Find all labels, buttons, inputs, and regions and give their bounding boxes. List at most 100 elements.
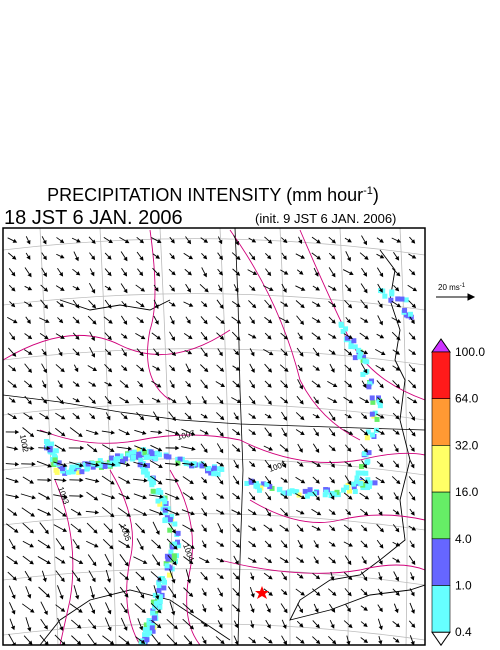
wind-vector-head <box>251 399 256 405</box>
wind-vector-head <box>283 416 288 421</box>
wind-vector-head <box>10 625 15 631</box>
wind-vector-head <box>202 639 207 645</box>
contour-label: 1002 <box>18 434 30 454</box>
wind-vector-head <box>218 351 223 357</box>
wind-vector-head <box>109 545 114 550</box>
wind-vector-head <box>74 595 80 600</box>
wind-vector-head <box>347 560 352 566</box>
wind-vector-head <box>346 318 351 324</box>
wind-vector-head <box>379 254 385 259</box>
wind-vector-head <box>31 495 37 500</box>
wind-vector-head <box>125 543 131 548</box>
wind-vector-head <box>396 336 401 341</box>
wind-vector-head <box>142 430 147 435</box>
star-marker <box>255 586 269 599</box>
wind-vector-head <box>95 462 100 467</box>
wind-vector-head <box>170 239 175 244</box>
wind-vector-head <box>331 591 337 596</box>
precip-cell <box>90 464 96 470</box>
wind-vector-head <box>155 530 160 535</box>
wind-vector-head <box>45 318 50 323</box>
wind-vector-head <box>363 318 369 323</box>
wind-vector-head <box>268 351 274 356</box>
precip-cell <box>156 580 162 586</box>
wind-vector-head <box>108 528 113 534</box>
precip-cell <box>175 539 181 545</box>
wind-vector-head <box>268 575 273 580</box>
wind-vector-head <box>348 542 353 547</box>
wind-vector-head <box>394 576 399 582</box>
wind-vector-head <box>315 623 320 629</box>
wind-vector-head <box>378 576 383 581</box>
wind-vector-head <box>172 593 177 599</box>
wind-vector-head <box>26 239 31 245</box>
precip-cell <box>206 466 212 472</box>
wind-vector-head <box>378 303 383 309</box>
colorbar-label: 64.0 <box>455 392 479 406</box>
wind-vector-head <box>331 446 336 452</box>
wind-vector-head <box>299 574 304 579</box>
wind-vector-head <box>411 432 416 437</box>
precip-cell <box>395 296 401 302</box>
wind-vector-head <box>189 479 194 485</box>
wind-vector-head <box>396 303 402 308</box>
precip-cell <box>146 626 152 632</box>
wind-vector-head <box>44 529 49 535</box>
wind-vector-head <box>46 445 51 451</box>
meridian <box>339 228 349 645</box>
wind-vector-head <box>60 334 65 339</box>
precip-cell <box>354 479 360 485</box>
precip-cell <box>167 517 173 523</box>
precip-cell <box>47 447 53 453</box>
wind-vector-head <box>74 256 79 262</box>
colorbar-label: 1.0 <box>455 579 472 593</box>
wind-vector-head <box>220 383 226 387</box>
wind-vector-head <box>300 510 305 515</box>
wind-vector-head <box>11 287 16 292</box>
wind-vector-head <box>170 320 175 325</box>
wind-vector-head <box>139 626 144 631</box>
wind-vector-head <box>283 302 289 307</box>
precip-cell <box>110 460 116 466</box>
wind-vector-head <box>267 383 272 388</box>
wind-vector-head <box>124 399 130 404</box>
wind-vector-head <box>300 639 305 644</box>
precip-cell <box>280 490 286 496</box>
wind-vector-head <box>107 255 112 260</box>
wind-vector-head <box>363 591 368 596</box>
wind-vector-head <box>380 479 386 484</box>
wind-vector-head <box>171 302 176 307</box>
wind-vector-head <box>331 542 336 547</box>
wind-vector-head <box>78 560 84 564</box>
wind-vector-head <box>203 414 208 419</box>
precip-cell <box>123 456 129 462</box>
wind-vector-head <box>332 286 337 291</box>
wind-vector-head <box>299 558 305 563</box>
wind-vector-head <box>269 287 274 291</box>
wind-vector-head <box>411 303 417 309</box>
wind-vector-head <box>27 400 32 405</box>
wind-vector-head <box>378 607 383 613</box>
wind-vector-head <box>91 382 97 387</box>
wind-vector-head <box>111 462 116 467</box>
wind-vector-head <box>284 527 290 532</box>
wind-vector-head <box>174 431 180 436</box>
wind-vector-head <box>410 575 415 581</box>
wind-vector-head <box>252 270 258 275</box>
wind-vector-head <box>92 320 97 325</box>
wind-vector-head <box>29 608 35 613</box>
wind-vector-head <box>12 511 18 516</box>
wind-vector-head <box>283 383 289 389</box>
wind-vector-head <box>331 431 336 437</box>
wind-vector-head <box>10 302 16 308</box>
wind-vector-head <box>172 560 177 566</box>
parallel <box>3 513 425 531</box>
precip-cell <box>43 438 49 444</box>
wind-vector-head <box>411 384 417 389</box>
wind-vector-head <box>251 238 257 243</box>
wind-vector-head <box>15 429 20 435</box>
precip-cell <box>196 462 202 468</box>
wind-vector-head <box>202 272 207 278</box>
wind-vector-head <box>45 593 51 598</box>
wind-vector-head <box>235 383 240 388</box>
